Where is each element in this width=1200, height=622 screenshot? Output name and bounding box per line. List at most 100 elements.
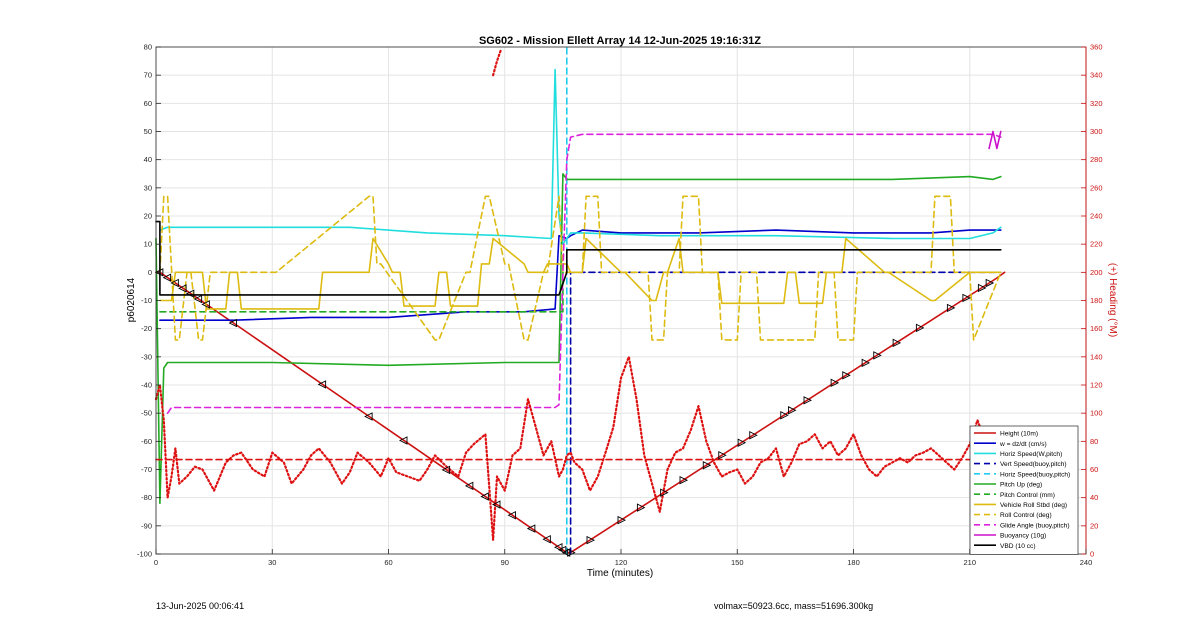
height-marker (788, 406, 797, 415)
x-tick-label: 0 (154, 558, 158, 567)
y-tick-label-right: 20 (1090, 521, 1098, 530)
y-tick-label-left: 60 (144, 99, 152, 108)
height-marker (718, 450, 727, 460)
series-line-9 (166, 133, 1002, 415)
height-marker (892, 338, 902, 348)
height-marker (737, 438, 747, 447)
height-marker (660, 488, 669, 497)
legend-label: Roll Control (deg) (1000, 512, 1052, 519)
height-marker (228, 318, 237, 328)
y-tick-label-left: -30 (141, 352, 152, 361)
height-marker (441, 465, 451, 475)
tick-labels: 0 30 60 90 120 150 180 210 240-100-90-80-70-60-5… (137, 43, 1103, 568)
height-marker (480, 492, 489, 501)
y-tick-label-left: -90 (141, 521, 152, 530)
y-tick-label-right: 300 (1090, 127, 1103, 136)
height-marker (679, 475, 689, 485)
y-tick-label-right: 360 (1090, 43, 1103, 52)
y-tick-label-right: 200 (1090, 268, 1103, 277)
series-line-10 (988, 130, 1002, 150)
y-tick-label-right: 340 (1090, 71, 1103, 80)
height-marker (803, 396, 813, 405)
y-tick-label-left: 50 (144, 127, 152, 136)
legend-label: Horiz Speed(buoy,pitch) (1000, 471, 1070, 478)
y-tick-label-left: -70 (141, 465, 152, 474)
series-line-3 (569, 271, 1002, 555)
y-tick-label-right: 240 (1090, 212, 1103, 221)
height-marker (702, 460, 712, 470)
legend-label: Glide Angle (buoy,pitch) (1000, 522, 1070, 529)
height-marker (915, 323, 925, 333)
footer-vehicle-info: volmax=50923.6cc, mass=51696.300kg (714, 601, 874, 611)
height-marker (977, 283, 987, 293)
y-tick-label-left: 40 (144, 155, 152, 164)
height-marker (636, 503, 646, 512)
height-marker (830, 378, 840, 388)
height-marker (398, 436, 408, 445)
y-tick-label-left: 80 (144, 43, 152, 52)
chart-title: SG602 - Mission Ellett Array 14 12-Jun-2… (479, 35, 761, 47)
y-tick-label-left: -60 (141, 437, 152, 446)
y-tick-label-right: 80 (1090, 437, 1098, 446)
y-tick-label-left: 0 (148, 268, 152, 277)
height-marker (962, 293, 971, 303)
x-tick-label: 90 (501, 558, 509, 567)
legend-label: Horiz Speed(W,pitch) (1000, 451, 1062, 458)
height-marker (861, 358, 871, 368)
x-tick-label: 240 (1080, 558, 1093, 567)
y-tick-label-right: 100 (1090, 409, 1103, 418)
series-line-5 (155, 173, 1002, 505)
legend-label: Pitch Control (mm) (1000, 492, 1055, 499)
height-marker (780, 411, 789, 420)
height-marker (985, 278, 995, 288)
marker-group (154, 268, 995, 557)
height-marker (178, 284, 187, 293)
y-tick-label-left: -100 (137, 550, 152, 559)
height-marker (201, 300, 210, 309)
height-marker (526, 524, 536, 533)
height-marker (170, 278, 179, 288)
height-marker (491, 500, 501, 509)
height-marker (946, 303, 956, 313)
y-tick-label-right: 120 (1090, 381, 1103, 390)
series-line-8 (159, 195, 1002, 341)
y-tick-label-right: 40 (1090, 493, 1098, 502)
legend-label: Pitch Up (deg) (1000, 482, 1042, 489)
y-tick-label-right: 160 (1090, 324, 1103, 333)
x-tick-label: 30 (268, 558, 276, 567)
height-marker (842, 371, 851, 380)
y-tick-label-left: -10 (141, 296, 152, 305)
y-tick-label-right: 60 (1090, 465, 1098, 474)
height-marker (586, 535, 596, 545)
height-marker (364, 412, 373, 421)
height-marker (749, 431, 758, 440)
legend-box (969, 425, 1079, 555)
legend: Height (10m) w = dz/dt (cm/s) Horiz Speed(… (969, 425, 1079, 555)
y-tick-label-left: 10 (144, 240, 152, 249)
y-tick-label-right: 220 (1090, 240, 1103, 249)
height-marker (154, 268, 164, 277)
footer-timestamp: 13-Jun-2025 00:06:41 (156, 601, 245, 611)
y-axis-label-right: (+) Heading (°M) (1107, 263, 1118, 337)
height-marker (464, 481, 474, 491)
height-marker (507, 510, 516, 520)
legend-label: VBD (10 cc) (1000, 543, 1036, 550)
x-tick-label: 120 (615, 558, 628, 567)
y-tick-label-right: 320 (1090, 99, 1103, 108)
y-tick-label-left: -50 (141, 409, 152, 418)
height-marker (193, 294, 203, 304)
x-axis-label: Time (minutes) (587, 568, 653, 579)
legend-label: Vert Speed(buoy,pitch) (1000, 461, 1067, 468)
axes (155, 46, 1087, 555)
y-tick-label-left: 20 (144, 212, 152, 221)
x-tick-label: 150 (731, 558, 744, 567)
height-marker (617, 515, 627, 525)
legend-label: Vehicle Roll Stbd (deg) (1000, 502, 1067, 509)
y-axis-label-left: p6020614 (126, 277, 137, 322)
y-tick-label-left: -40 (141, 381, 152, 390)
legend-label: Buoyancy (10g) (1000, 533, 1046, 540)
y-tick-label-left: -80 (141, 493, 152, 502)
series-line-7 (159, 237, 1002, 310)
y-tick-label-right: 0 (1090, 550, 1094, 559)
y-tick-label-left: -20 (141, 324, 152, 333)
